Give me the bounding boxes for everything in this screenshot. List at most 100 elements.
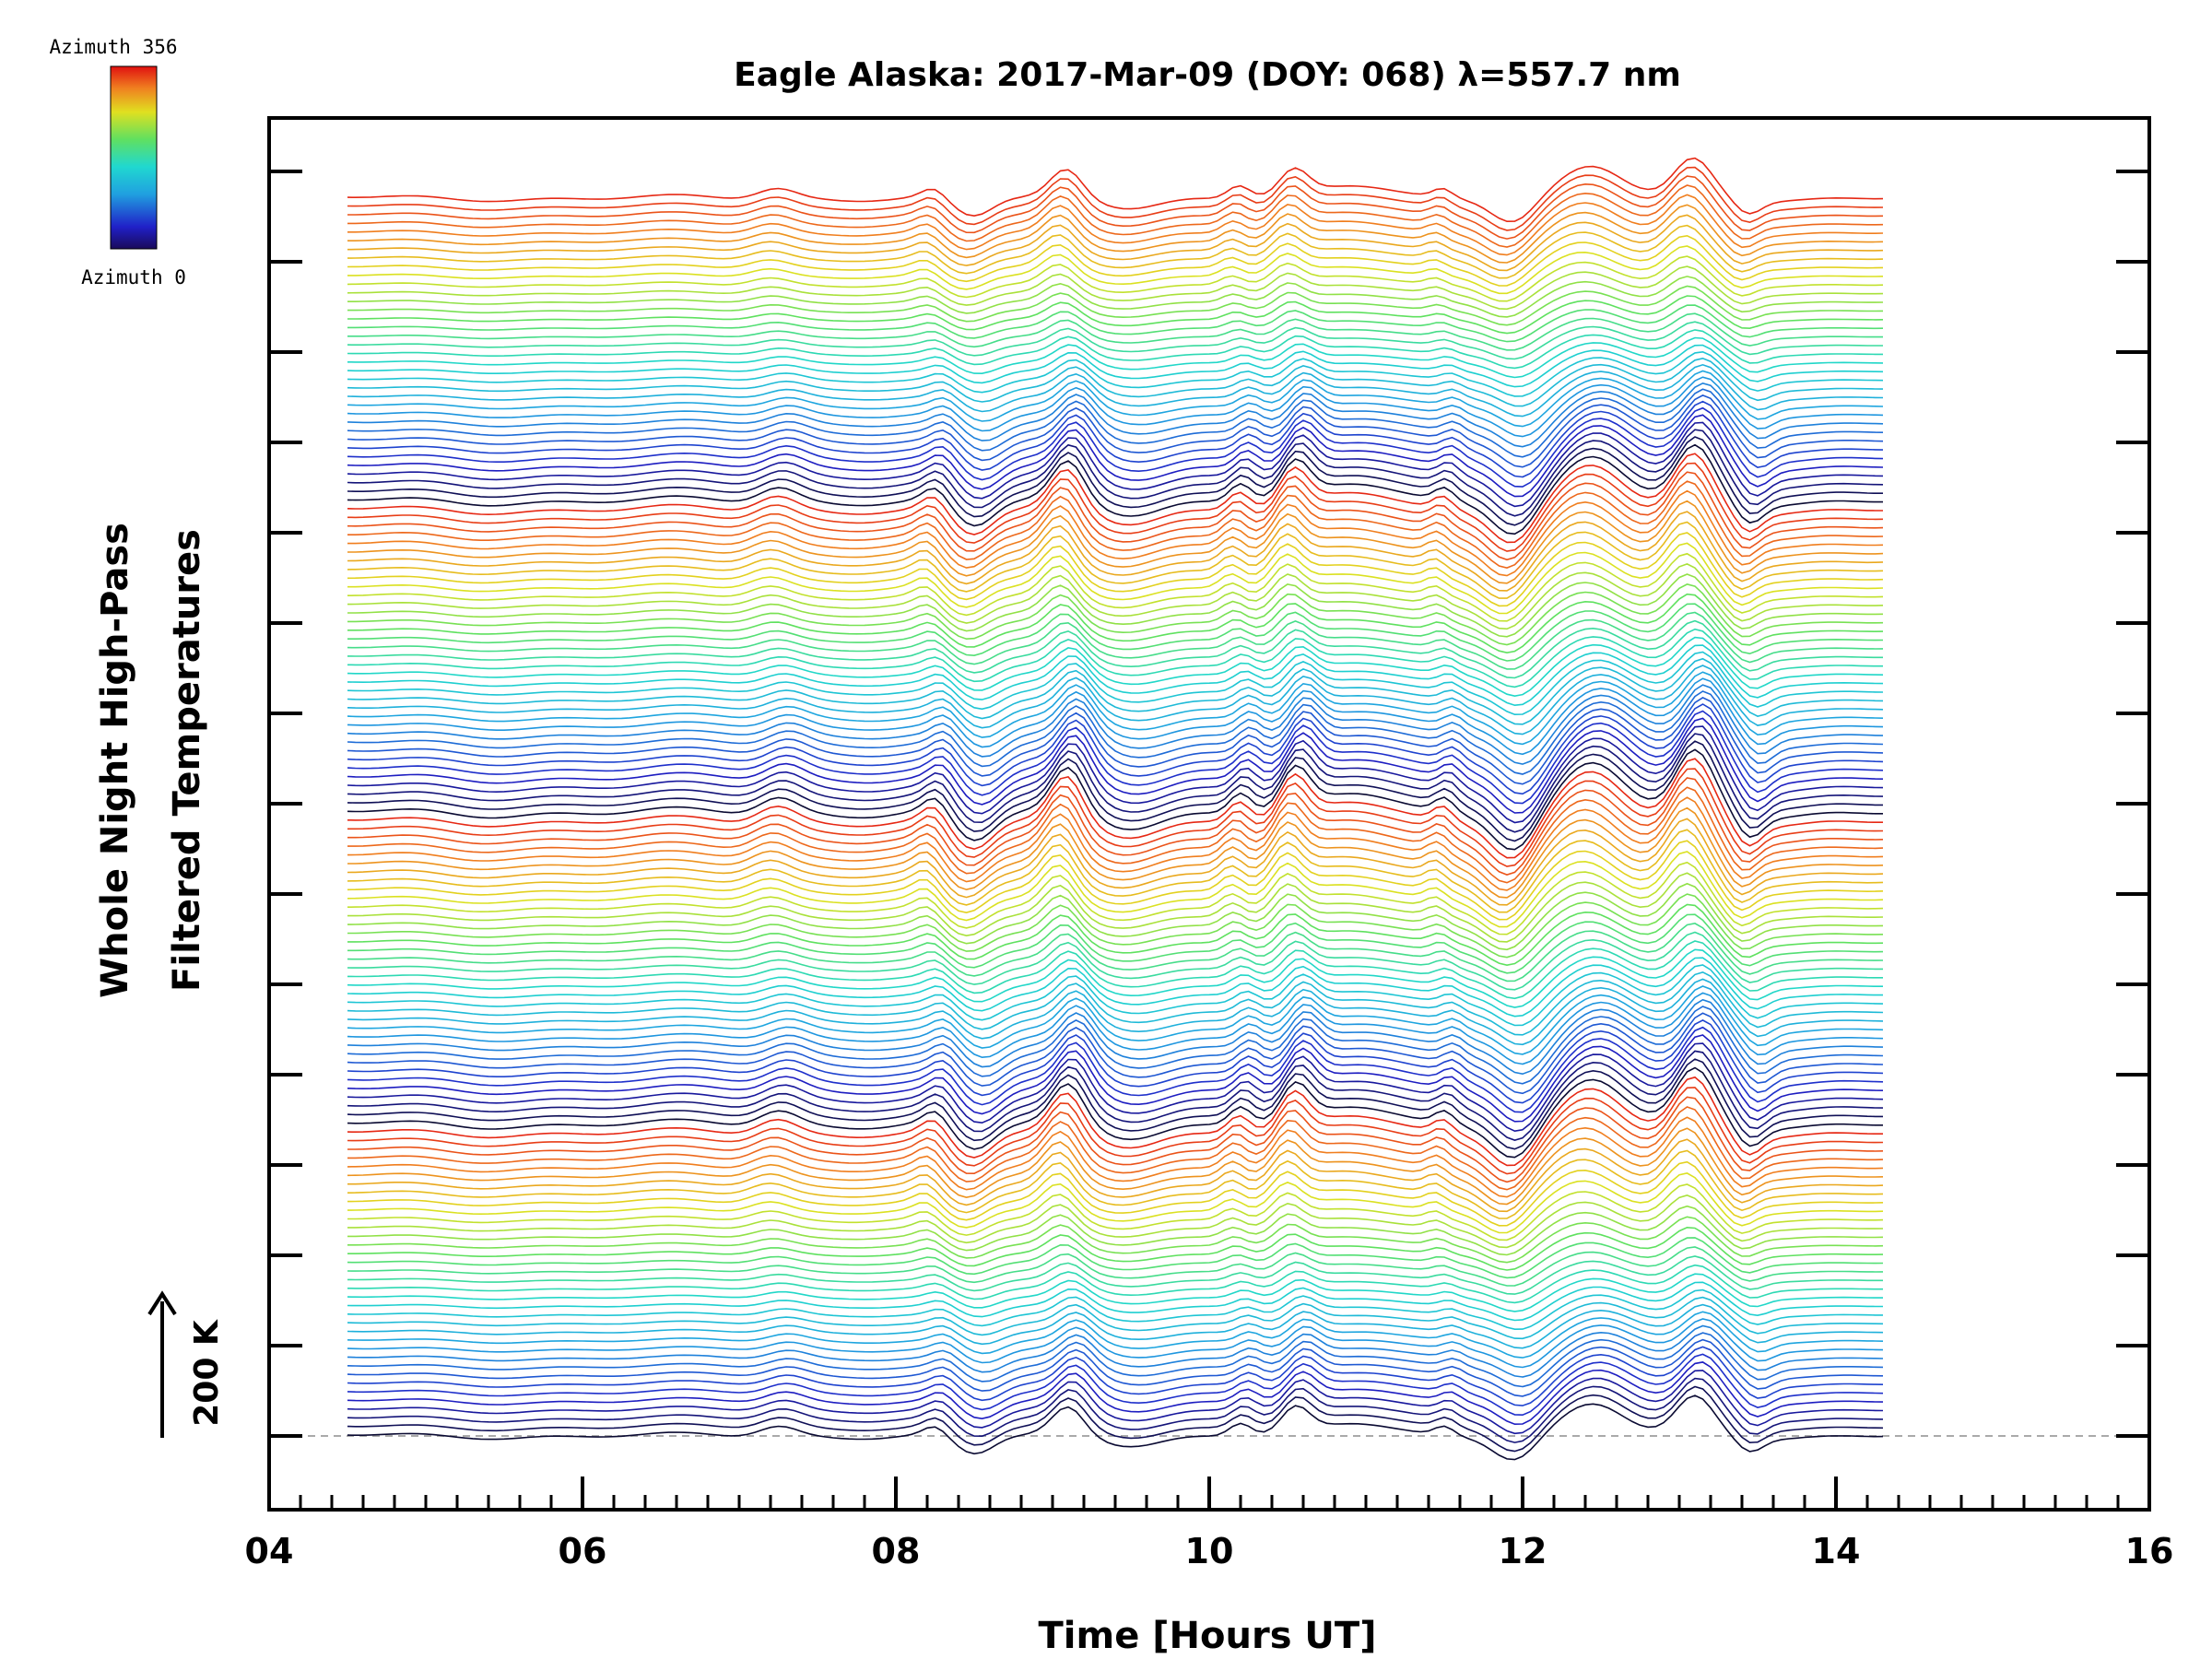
- series-line: [347, 651, 1884, 716]
- series-line: [347, 1346, 1884, 1406]
- series-line: [347, 436, 1883, 526]
- series-line: [347, 1385, 1884, 1453]
- series-line: [347, 1066, 1883, 1159]
- series-line: [347, 903, 1884, 967]
- x-tick-label: 12: [1499, 1531, 1547, 1571]
- series-line: [347, 840, 1884, 921]
- series-line: [347, 1394, 1884, 1461]
- series-line: [347, 948, 1883, 1008]
- series-line: [347, 964, 1884, 1027]
- series-line: [347, 285, 1884, 326]
- series-line: [347, 500, 1884, 584]
- x-tick-label: 14: [1812, 1531, 1861, 1571]
- series-line: [347, 1216, 1884, 1264]
- series-line: [347, 1034, 1884, 1123]
- series-line: [347, 357, 1884, 407]
- series-line: [347, 511, 1884, 592]
- chart-title: Eagle Alaska: 2017-Mar-09 (DOY: 068) λ=5…: [734, 56, 1681, 94]
- series-line: [347, 1160, 1884, 1227]
- series-line: [347, 234, 1884, 287]
- series-line: [347, 992, 1884, 1065]
- series-line: [347, 1194, 1884, 1249]
- series-line: [347, 1370, 1884, 1435]
- series-line: [347, 733, 1884, 833]
- series-line: [347, 1050, 1884, 1141]
- series-line: [347, 1281, 1883, 1322]
- colorbar-bottom-label: Azimuth 0: [81, 266, 186, 288]
- series-line: [347, 882, 1884, 951]
- series-line: [347, 1183, 1884, 1241]
- series-line: [347, 350, 1884, 397]
- series-line: [347, 421, 1884, 508]
- series-line: [347, 636, 1884, 698]
- series-line: [347, 400, 1884, 478]
- series-line: [347, 913, 1884, 974]
- series-line: [347, 1087, 1884, 1175]
- series-line: [347, 255, 1884, 302]
- series-line: [347, 312, 1883, 351]
- series-line: [347, 1127, 1884, 1206]
- series-line: [347, 224, 1884, 279]
- series-line: [347, 1237, 1884, 1279]
- series-line: [347, 1026, 1884, 1113]
- series-line: [347, 394, 1884, 468]
- series-line: [347, 429, 1884, 517]
- series-line: [347, 1353, 1884, 1417]
- series-line: [347, 480, 1884, 569]
- series-line: [347, 1018, 1884, 1104]
- series-line: [347, 414, 1884, 498]
- series-line: [347, 1149, 1884, 1219]
- series-line: [347, 684, 1884, 765]
- series-line: [347, 321, 1883, 360]
- series-line: [347, 1361, 1884, 1426]
- series-line: [347, 1303, 1884, 1349]
- series-line: [347, 1172, 1884, 1234]
- series-line: [347, 265, 1884, 311]
- series-line: [347, 748, 1883, 851]
- series-line: [347, 740, 1883, 842]
- x-tick-label: 06: [559, 1531, 607, 1571]
- x-tick-label: 08: [872, 1531, 921, 1571]
- series-line: [347, 971, 1884, 1036]
- series-line: [347, 336, 1884, 379]
- series-line: [347, 593, 1884, 654]
- series-line: [347, 872, 1884, 943]
- series-line: [347, 717, 1884, 814]
- series-line: [347, 532, 1884, 607]
- series-line: [347, 453, 1883, 544]
- series-line: [347, 1273, 1883, 1312]
- series-line: [347, 1264, 1883, 1304]
- series-line: [347, 382, 1884, 448]
- series-line: [347, 768, 1884, 867]
- series-line: [347, 806, 1884, 899]
- scale-bar-arrow-head: [147, 1290, 177, 1316]
- series-line: [347, 521, 1884, 599]
- series-line: [347, 611, 1884, 670]
- series-line: [347, 1311, 1884, 1359]
- series-line: [347, 1006, 1884, 1085]
- series-line: [347, 985, 1884, 1055]
- y-axis-label-line2: Filtered Temperatures: [166, 529, 208, 992]
- series-line: [347, 657, 1884, 725]
- series-line: [347, 462, 1884, 552]
- series-line: [347, 1255, 1883, 1295]
- series-line: [347, 690, 1884, 775]
- series-line: [347, 1338, 1884, 1397]
- series-line: [347, 1332, 1884, 1388]
- x-tick-label: 04: [245, 1531, 294, 1571]
- series-line: [347, 777, 1884, 876]
- series-line: [347, 194, 1884, 256]
- series-line: [347, 940, 1883, 1000]
- series-line: [347, 1318, 1884, 1369]
- series-line: [347, 406, 1884, 488]
- colorbar-gradient: [110, 65, 158, 250]
- series-line: [347, 1226, 1884, 1271]
- x-tick-label: 16: [2125, 1531, 2174, 1571]
- y-axis-label-line1: Whole Night High-Pass: [94, 523, 136, 998]
- scale-bar-label: 200 K: [188, 1319, 226, 1427]
- series-line: [347, 552, 1884, 622]
- series-line: [347, 245, 1884, 295]
- series-line: [347, 1058, 1883, 1150]
- x-axis-label: Time [Hours UT]: [1039, 1615, 1377, 1657]
- series-line: [347, 1138, 1884, 1213]
